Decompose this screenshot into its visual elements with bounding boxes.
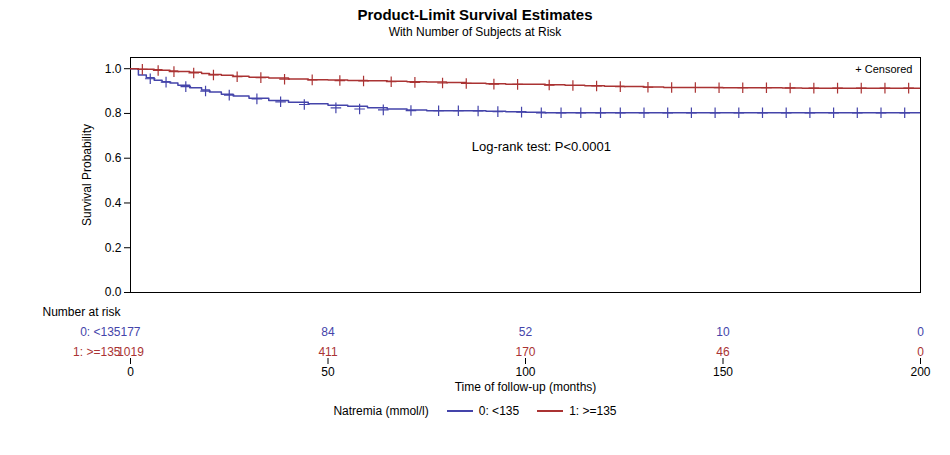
svg-text:Survival Probability: Survival Probability: [80, 124, 94, 226]
svg-text:50: 50: [321, 365, 335, 379]
svg-text:0.2: 0.2: [105, 241, 122, 255]
html-text:Product-Limit Survival Estimat: Product-Limit Survival Estimates: [357, 6, 593, 23]
svg-text:+ Censored: + Censored: [855, 63, 912, 75]
svg-text:Time of follow-up (months): Time of follow-up (months): [455, 380, 597, 394]
svg-text:0: 0: [917, 325, 924, 339]
svg-text:Number at risk: Number at risk: [42, 305, 121, 319]
svg-text:46: 46: [716, 345, 730, 359]
svg-text:0.4: 0.4: [105, 196, 122, 210]
svg-text:177: 177: [120, 325, 140, 339]
svg-text:200: 200: [910, 365, 930, 379]
svg-text:0: 0: [917, 345, 924, 359]
html-text:1: >=135: 1: >=135: [569, 404, 617, 418]
svg-text:10: 10: [716, 325, 730, 339]
svg-text:1019: 1019: [117, 345, 144, 359]
svg-text:150: 150: [713, 365, 733, 379]
svg-text:411: 411: [318, 345, 337, 359]
html-text:0: <135: 0: <135: [478, 404, 520, 418]
svg-text:170: 170: [515, 345, 535, 359]
svg-text:1.0: 1.0: [105, 62, 122, 76]
svg-text:0.0: 0.0: [105, 285, 122, 298]
svg-text:Log-rank test: P<0.0001: Log-rank test: P<0.0001: [472, 139, 611, 154]
html-text:Natremia (mmol/l): Natremia (mmol/l): [333, 404, 429, 418]
svg-text:0.8: 0.8: [105, 106, 122, 120]
svg-text:0: <135: 0: <135: [80, 325, 121, 339]
svg-text:52: 52: [519, 325, 533, 339]
svg-text:0: 0: [127, 365, 134, 379]
svg-text:100: 100: [515, 365, 535, 379]
html-text:With Number of Subjects at Ris: With Number of Subjects at Risk: [388, 25, 562, 39]
svg-text:84: 84: [321, 325, 335, 339]
svg-text:1: >=135: 1: >=135: [73, 345, 121, 359]
svg-text:0.6: 0.6: [105, 151, 122, 165]
